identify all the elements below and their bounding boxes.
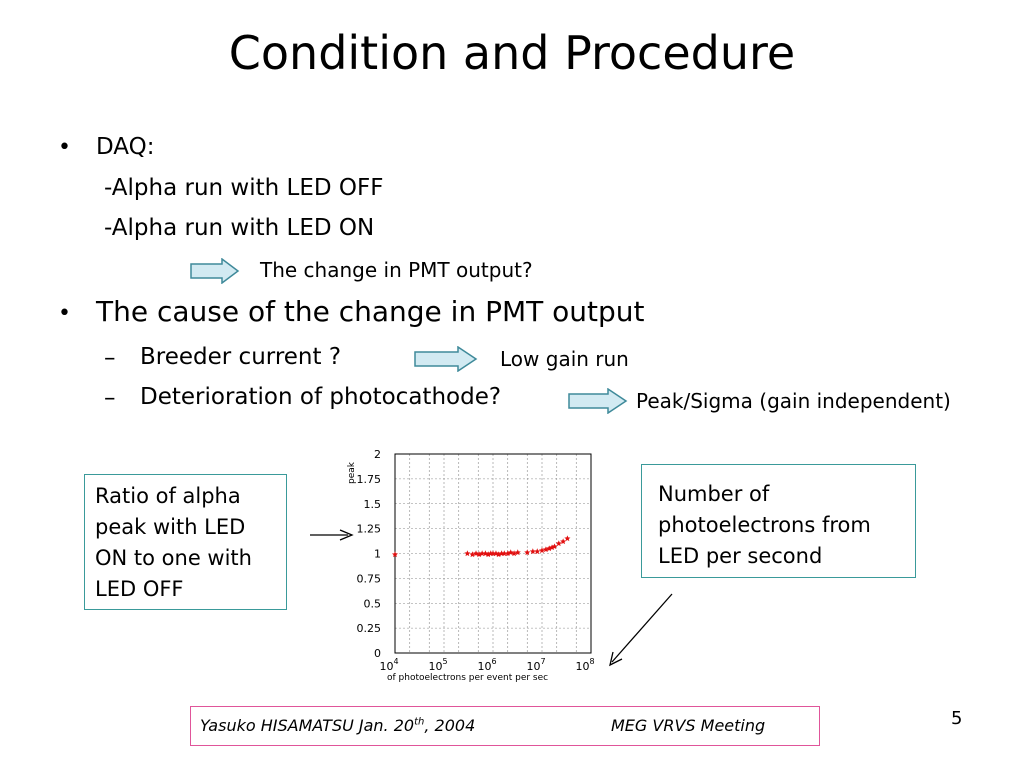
data-point (514, 549, 521, 556)
daq-item-led-off: -Alpha run with LED OFF (104, 175, 384, 201)
data-point (524, 549, 531, 556)
footer-year: , 2004 (424, 716, 476, 735)
footer-author-text: Yasuko HISAMATSU Jan. 20 (200, 716, 415, 735)
footer-superscript: th (414, 716, 425, 728)
data-point (551, 543, 558, 550)
breeder-current-item: Breeder current ? (140, 344, 342, 370)
y-tick-label: 0 (374, 647, 381, 660)
data-point (464, 550, 471, 557)
bullet-dot: • (58, 135, 71, 160)
y-tick-label: 0.75 (357, 572, 382, 585)
data-point (555, 540, 562, 547)
slide-title: Condition and Procedure (228, 26, 796, 80)
data-point (507, 549, 514, 556)
right-arrow-icon (414, 346, 478, 372)
bullet-dot: • (58, 301, 71, 326)
dash: – (104, 345, 116, 371)
y-tick-label: 1.75 (357, 473, 382, 486)
right-callout-text: Number of photoelectrons from LED per se… (658, 482, 871, 568)
y-tick-label: 0.5 (364, 597, 382, 610)
footer-box: Yasuko HISAMATSU Jan. 20th, 2004 MEG VRV… (190, 706, 820, 746)
right-callout-box: Number of photoelectrons from LED per se… (641, 464, 916, 578)
left-callout-box: Ratio of alpha peak with LED ON to one w… (84, 474, 287, 610)
page-number: 5 (951, 708, 963, 729)
x-tick-label: 106 (477, 657, 496, 673)
x-tick-label: 107 (526, 657, 545, 673)
data-point (469, 551, 476, 558)
right-arrow-icon (568, 388, 628, 414)
photocathode-item: Deterioration of photocathode? (140, 384, 502, 410)
y-axis-label: peak (347, 461, 357, 484)
peak-sigma-note: Peak/Sigma (gain independent) (636, 389, 951, 413)
data-point (529, 548, 536, 555)
left-callout-text: Ratio of alpha peak with LED ON to one w… (95, 484, 252, 601)
daq-label: DAQ: (96, 134, 155, 160)
data-point (534, 548, 541, 555)
data-point (564, 535, 571, 542)
data-point (501, 550, 508, 557)
y-tick-label: 1 (374, 548, 381, 561)
dash: – (104, 385, 116, 411)
pointer-arrow-icon (609, 593, 673, 667)
daq-item-led-on: -Alpha run with LED ON (104, 215, 375, 241)
x-axis-label: of photoelectrons per event per sec (387, 673, 548, 683)
x-tick-label: 108 (575, 657, 594, 673)
peak-ratio-chart: peak of photoelectrons per event per sec… (347, 448, 595, 683)
pointer-arrow-icon (310, 529, 354, 541)
data-point (485, 551, 492, 558)
footer-meeting: MEG VRVS Meeting (611, 716, 766, 735)
data-point (548, 544, 556, 551)
footer-author: Yasuko HISAMATSU Jan. 20th, 2004 (200, 716, 475, 735)
y-tick-label: 2 (374, 448, 381, 461)
x-tick-label: 105 (428, 657, 447, 673)
data-point (560, 538, 567, 545)
low-gain-run: Low gain run (500, 347, 629, 371)
data-point (538, 547, 546, 554)
right-arrow-icon (190, 258, 240, 284)
y-tick-label: 0.25 (357, 622, 382, 635)
data-point (479, 550, 486, 557)
data-point (511, 550, 518, 557)
y-tick-label: 1.5 (364, 498, 382, 511)
data-point (391, 551, 399, 558)
y-tick-label: 1.25 (357, 523, 382, 536)
x-tick-label: 104 (379, 657, 398, 673)
cause-heading: The cause of the change in PMT output (96, 295, 645, 328)
pmt-change-question: The change in PMT output? (260, 258, 533, 282)
